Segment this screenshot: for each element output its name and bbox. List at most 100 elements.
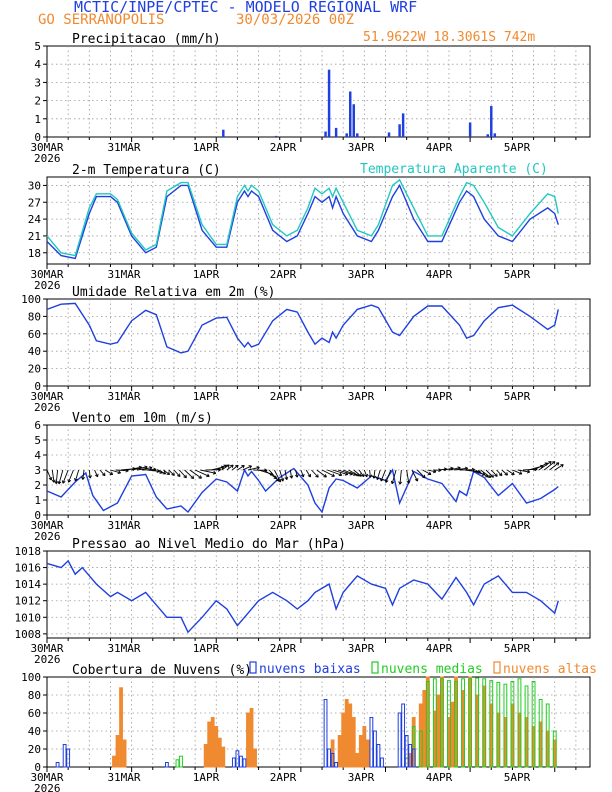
wind-arrow-head: [490, 474, 494, 478]
cloud-bar-nuvens-altas: [341, 712, 346, 768]
cloud-bar-nuvens-medias: [510, 681, 515, 768]
wind-xtick-label: 4APR: [426, 519, 453, 532]
wind-arrow: [321, 469, 335, 477]
precip-ytick-label: 0: [34, 131, 41, 144]
wind-arrow: [517, 469, 530, 473]
wind-arrow-head: [372, 475, 377, 479]
wind-arrow-head: [183, 474, 187, 479]
precip-bar: [387, 132, 391, 137]
cloud-bar-nuvens-medias: [489, 680, 494, 768]
clouds-ytick-label: 100: [21, 671, 41, 684]
precip-bar: [345, 133, 348, 137]
cloud-bar-nuvens-baixas: [62, 744, 67, 768]
wind-arrow: [311, 469, 319, 478]
wind-arrow: [399, 469, 402, 485]
wind-arrow-head: [109, 471, 114, 475]
wind-xtick-label: 3APR: [348, 519, 375, 532]
wind-arrow-head: [487, 474, 492, 478]
clouds-ytick-label: 40: [28, 725, 41, 738]
pressure-ytick-label: 1008: [15, 628, 42, 641]
cloud-bar-nuvens-baixas: [369, 717, 374, 768]
rh-xtick-label: 1APR: [193, 390, 220, 403]
wind-arrow: [454, 467, 468, 471]
cloud-bar-nuvens-altas: [358, 735, 363, 768]
wind-arrow: [152, 469, 163, 474]
wind-arrow-head: [414, 478, 419, 482]
clouds-ytick-label: 0: [34, 761, 41, 774]
model-title: MCTIC/INPE/CPTEC - MODELO REGIONAL WRF: [74, 0, 418, 16]
clouds-year-label: 2026: [34, 782, 61, 792]
wind-arrow: [305, 469, 311, 478]
wind-arrow: [416, 469, 426, 479]
wind-arrow: [376, 469, 381, 480]
rh-ytick-label: 100: [21, 293, 41, 306]
temp-ytick-label: 24: [28, 213, 42, 226]
wind-arrow-head: [166, 471, 171, 475]
wind-arrow-head: [315, 474, 319, 478]
precip-xtick-label: 1APR: [193, 141, 220, 154]
cloud-bar-nuvens-altas: [436, 694, 441, 768]
cloud-bar-nuvens-medias: [425, 681, 430, 768]
cloud-bar-nuvens-altas: [122, 739, 127, 768]
wind-arrow: [136, 467, 153, 471]
wind-arrow: [178, 469, 187, 479]
cloud-bar-nuvens-medias: [439, 678, 444, 768]
cloud-bar-nuvens-altas: [422, 690, 427, 768]
clouds-ytick-label: 20: [28, 743, 41, 756]
cloud-bar-nuvens-baixas: [397, 712, 402, 768]
wind-arrow-head: [61, 480, 66, 484]
wind-ytick-label: 3: [34, 464, 41, 477]
cloud-bar-nuvens-altas: [112, 755, 116, 768]
wind-arrow: [337, 469, 353, 475]
cloud-bar-nuvens-baixas: [404, 735, 409, 768]
wind-arrow-head: [235, 464, 239, 469]
wind-arrow-head: [177, 473, 181, 477]
wind-arrow: [157, 469, 166, 475]
precip-ytick-label: 2: [34, 95, 41, 108]
wind-arrow-head: [511, 471, 515, 476]
temp-title: 2-m Temperatura (C): [72, 163, 221, 178]
rh-xtick-label: 31MAR: [107, 390, 140, 403]
wind-arrow-head: [67, 479, 72, 483]
clouds-xtick-label: 30MAR: [30, 771, 63, 784]
rh-ytick-label: 80: [28, 310, 41, 323]
wind-arrow-head: [48, 477, 53, 481]
precip-xtick-label: 31MAR: [107, 141, 140, 154]
wind-arrow-head: [57, 480, 62, 485]
cloud-bar-nuvens-baixas: [334, 762, 339, 768]
precip-bar: [401, 113, 405, 137]
wind-arrow: [373, 469, 376, 479]
rh-ytick-label: 40: [28, 345, 41, 358]
precip-bar: [348, 91, 352, 137]
cloud-bar-nuvens-altas: [253, 748, 257, 768]
cloud-bar-nuvens-medias: [531, 681, 536, 768]
cloud-bar-nuvens-baixas: [408, 744, 413, 768]
wind-arrow: [237, 465, 245, 471]
wind-arrow: [369, 469, 371, 478]
wind-arrow: [289, 469, 293, 479]
wind-arrow-head: [498, 472, 503, 477]
wind-arrow: [99, 469, 106, 476]
wind-arrow-head: [88, 475, 92, 479]
wind-arrow-head: [494, 473, 498, 477]
temp-ytick-label: 18: [28, 247, 41, 260]
wind-ytick-label: 1: [34, 494, 41, 507]
station-coords: 51.9622W 18.3061S 742m: [363, 30, 536, 45]
wind-arrow: [247, 466, 260, 471]
cloud-bar-nuvens-baixas: [411, 748, 416, 768]
temp-legend: Temperatura Aparente (C): [360, 162, 548, 177]
clouds-xtick-label: 3APR: [348, 771, 375, 784]
temp-ytick-label: 27: [28, 196, 41, 209]
precip-bar: [486, 134, 489, 137]
wind-arrow: [68, 469, 74, 483]
wind-arrow-head: [323, 474, 327, 478]
wind-arrow: [363, 469, 368, 478]
wind-arrow-head: [289, 475, 294, 479]
wind-xtick-label: 31MAR: [107, 519, 140, 532]
temp-xtick-label: 5APR: [504, 268, 531, 281]
wind-arrow-head: [294, 474, 299, 478]
cloud-legend-label: nuvens baixas: [259, 662, 361, 677]
wind-arrow: [173, 469, 181, 477]
cloud-bar-nuvens-baixas: [327, 748, 331, 768]
